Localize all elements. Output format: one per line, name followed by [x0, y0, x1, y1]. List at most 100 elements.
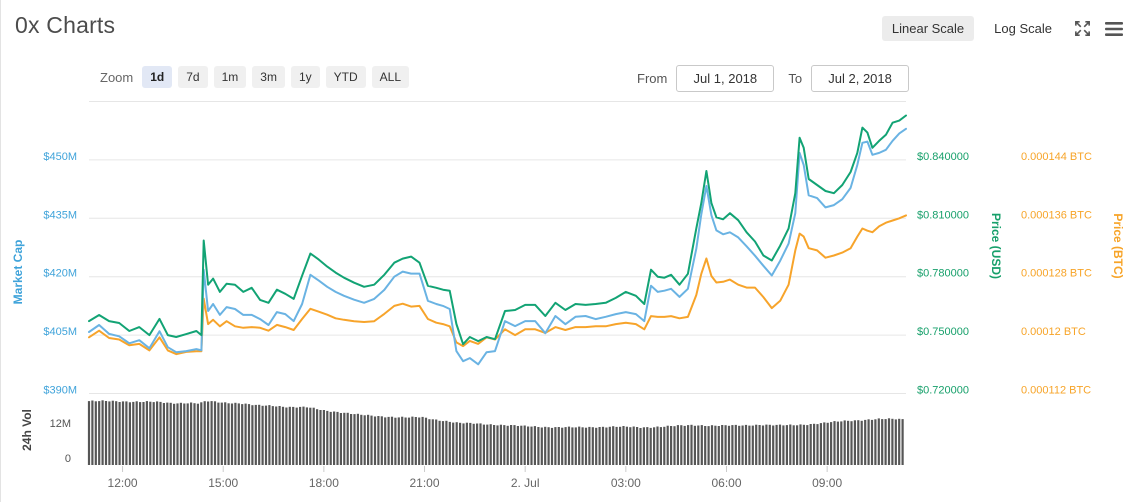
- volume-bar: [459, 422, 462, 465]
- volume-bar: [792, 425, 795, 465]
- volume-bar: [601, 426, 605, 465]
- volume-bar: [493, 425, 496, 465]
- volume-bar: [104, 401, 108, 465]
- volume-bar: [281, 406, 285, 465]
- volume-bar: [550, 427, 554, 465]
- volume-bar: [782, 425, 785, 465]
- volume-bar: [554, 427, 557, 465]
- x-axis-label: 2. Jul: [511, 476, 540, 490]
- volume-bar: [87, 401, 91, 465]
- volume-bar: [622, 426, 625, 465]
- volume-bar: [251, 405, 254, 465]
- volume-bar: [448, 421, 451, 465]
- volume-bar: [741, 425, 744, 465]
- market-cap-line: [88, 127, 907, 366]
- volume-bar: [847, 420, 850, 465]
- volume-bar: [363, 415, 366, 465]
- volume-bar: [343, 412, 346, 465]
- menu-icon[interactable]: [1103, 20, 1125, 38]
- price-usd-tick-label: $0.810000: [917, 209, 969, 221]
- volume-bar: [884, 419, 887, 465]
- volume-bars: [87, 400, 904, 465]
- volume-bar: [234, 402, 237, 465]
- volume-bar: [414, 417, 417, 465]
- volume-bar: [333, 411, 336, 465]
- volume-bar: [305, 407, 308, 465]
- volume-bar: [710, 425, 714, 465]
- volume-bar: [625, 426, 628, 465]
- log-scale-button[interactable]: Log Scale: [994, 21, 1052, 36]
- volume-bar: [373, 416, 377, 465]
- volume-bar: [836, 421, 839, 465]
- market-cap-tick-label: $450M: [43, 151, 77, 163]
- range-button-all[interactable]: ALL: [371, 66, 409, 88]
- range-button-1m[interactable]: 1m: [213, 66, 247, 88]
- price-usd-tick-label: $0.750000: [917, 326, 969, 338]
- range-button-1d[interactable]: 1d: [142, 66, 173, 88]
- volume-bar: [765, 424, 768, 465]
- volume-bar: [744, 424, 748, 465]
- volume-bar: [190, 402, 193, 465]
- volume-bar: [367, 414, 370, 465]
- volume-bar: [247, 404, 251, 465]
- volume-bar: [360, 414, 363, 465]
- volume-bar: [629, 427, 632, 465]
- volume-bar: [309, 407, 312, 465]
- volume-bar: [288, 406, 291, 465]
- volume-bar: [881, 419, 884, 465]
- volume-bar: [159, 401, 162, 465]
- volume-bar: [390, 416, 394, 465]
- volume-bar: [527, 426, 530, 465]
- volume-bar: [578, 426, 581, 465]
- range-button-ytd[interactable]: YTD: [325, 66, 366, 88]
- range-button-7d[interactable]: 7d: [178, 66, 208, 88]
- volume-bar: [772, 425, 775, 465]
- volume-bar: [656, 426, 659, 465]
- volume-bar: [523, 425, 526, 465]
- volume-bar: [857, 420, 860, 465]
- volume-bar: [503, 425, 506, 465]
- volume-bar: [704, 426, 707, 465]
- market-cap-tick-label: $390M: [43, 385, 77, 397]
- volume-bar: [230, 403, 234, 465]
- volume-bar: [176, 403, 179, 465]
- volume-bar: [894, 419, 897, 465]
- volume-bar: [380, 416, 383, 465]
- volume-bar: [258, 404, 261, 465]
- volume-bar: [186, 403, 189, 465]
- volume-bar: [751, 425, 754, 465]
- volume-bar: [482, 424, 485, 465]
- volume-bar: [816, 424, 819, 465]
- volume-bar: [738, 425, 741, 465]
- volume-bar: [346, 412, 349, 465]
- price-btc-axis-title: Price (BTC): [1111, 213, 1125, 278]
- volume-bar: [734, 424, 737, 465]
- from-date-input[interactable]: [676, 65, 775, 92]
- x-axis-label: 09:00: [812, 476, 842, 490]
- volume-bar: [207, 401, 210, 465]
- volume-bar: [721, 425, 724, 465]
- volume-bar: [727, 425, 731, 465]
- volume-bar: [887, 418, 891, 465]
- volume-bar: [799, 424, 802, 465]
- volume-bar: [639, 428, 642, 465]
- to-date-input[interactable]: [811, 65, 910, 92]
- volume-bar: [898, 418, 901, 465]
- linear-scale-button[interactable]: Linear Scale: [881, 16, 975, 41]
- price-usd-tick-label: $0.720000: [917, 385, 969, 397]
- price-usd--line: [88, 114, 907, 346]
- range-button-3m[interactable]: 3m: [252, 66, 285, 88]
- volume-bar: [499, 424, 502, 465]
- volume-bar: [510, 425, 513, 465]
- volume-bar: [428, 419, 431, 465]
- volume-bar: [196, 403, 199, 465]
- expand-icon[interactable]: [1072, 18, 1093, 39]
- volume-bar: [435, 419, 438, 465]
- zoom-range-toolbar: Zoom 1d 7d 1m 3m 1y YTD ALL: [100, 66, 415, 88]
- volume-bar: [683, 425, 686, 465]
- volume-bar: [830, 422, 833, 465]
- volume-bar: [217, 402, 220, 465]
- volume-bar: [152, 402, 155, 465]
- range-button-1y[interactable]: 1y: [290, 66, 320, 88]
- price-btc-tick-label: 0.000128 BTC: [1021, 268, 1092, 280]
